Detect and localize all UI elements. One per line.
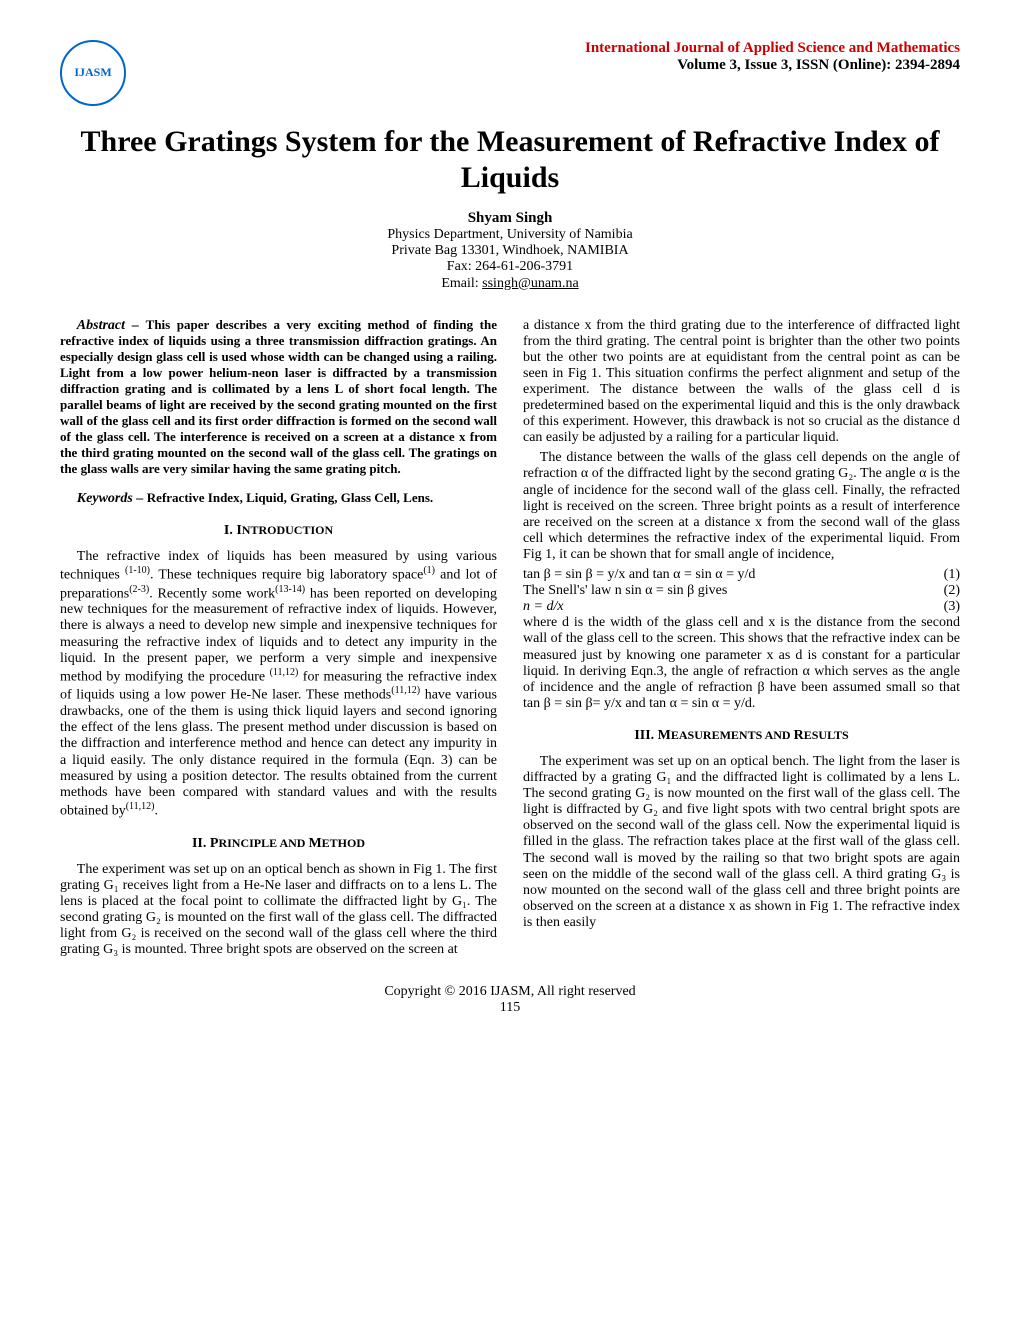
email-label: Email: <box>441 276 482 291</box>
eq3-body: n = d/x <box>523 599 564 615</box>
equation-3: n = d/x (3) <box>523 599 960 615</box>
keywords-text: Refractive Index, Liquid, Grating, Glass… <box>147 490 433 505</box>
keywords-label: Keywords – <box>77 491 147 506</box>
author-block: Shyam Singh Physics Department, Universi… <box>60 210 960 292</box>
intro-text-g: have various drawbacks, one of the them … <box>60 688 497 818</box>
citation-sup: (11,12) <box>391 685 420 696</box>
results-paragraph: The experiment was set up on an optical … <box>523 754 960 931</box>
page-number: 115 <box>60 1000 960 1016</box>
abstract: Abstract – This paper describes a very e… <box>60 318 497 479</box>
author-name: Shyam Singh <box>60 210 960 227</box>
intro-text-h: . <box>155 803 159 818</box>
col2-p2: The distance between the walls of the gl… <box>523 450 960 563</box>
author-fax: Fax: 264-61-206-3791 <box>60 259 960 275</box>
logo-text: IJASM <box>74 66 111 80</box>
journal-logo: IJASM <box>60 40 126 106</box>
left-column: Abstract – This paper describes a very e… <box>60 318 497 963</box>
principle-paragraph: The experiment was set up on an optical … <box>60 862 497 959</box>
eq2-number: (2) <box>944 583 960 599</box>
col2-p1: a distance x from the third grating due … <box>523 318 960 447</box>
author-affiliation: Physics Department, University of Namibi… <box>60 227 960 243</box>
journal-volume: Volume 3, Issue 3, ISSN (Online): 2394-2… <box>146 57 960 74</box>
eq3-number: (3) <box>944 599 960 615</box>
page-header: IJASM International Journal of Applied S… <box>60 40 960 106</box>
author-address: Private Bag 13301, Windhoek, NAMIBIA <box>60 243 960 259</box>
paper-title: Three Gratings System for the Measuremen… <box>60 124 960 196</box>
section-head-results: III. MEASUREMENTS AND RESULTS <box>523 728 960 744</box>
page-footer: Copyright © 2016 IJASM, All right reserv… <box>60 984 960 1016</box>
citation-sup: (11,12) <box>270 667 299 678</box>
keywords: Keywords – Refractive Index, Liquid, Gra… <box>60 491 497 507</box>
body-columns: Abstract – This paper describes a very e… <box>60 318 960 963</box>
intro-text-b: . These techniques require big laborator… <box>150 568 423 583</box>
right-column: a distance x from the third grating due … <box>523 318 960 963</box>
citation-sup: (11,12) <box>126 801 155 812</box>
citation-sup: (1-10) <box>125 565 150 576</box>
citation-sup: (2-3) <box>129 584 149 595</box>
journal-info: International Journal of Applied Science… <box>146 40 960 75</box>
author-email: ssingh@unam.na <box>482 276 579 291</box>
intro-paragraph: The refractive index of liquids has been… <box>60 549 497 820</box>
citation-sup: (1) <box>423 565 435 576</box>
copyright-line: Copyright © 2016 IJASM, All right reserv… <box>60 984 960 1000</box>
eq2-body: The Snell's' law n sin α = sin β gives <box>523 583 727 599</box>
section-head-introduction: I. INTRODUCTION <box>60 523 497 539</box>
citation-sup: (13-14) <box>275 584 305 595</box>
abstract-label: Abstract – <box>77 318 146 333</box>
abstract-text: This paper describes a very exciting met… <box>60 317 497 477</box>
eq1-body: tan β = sin β = y/x and tan α = sin α = … <box>523 567 755 583</box>
intro-text-d: . Recently some work <box>149 586 275 601</box>
section-head-principle: II. PRINCIPLE AND METHOD <box>60 836 497 852</box>
author-email-line: Email: ssingh@unam.na <box>60 276 960 292</box>
col2-p3: where d is the width of the glass cell a… <box>523 615 960 712</box>
equation-2: The Snell's' law n sin α = sin β gives (… <box>523 583 960 599</box>
eq1-number: (1) <box>944 567 960 583</box>
journal-name: International Journal of Applied Science… <box>146 40 960 57</box>
equation-1: tan β = sin β = y/x and tan α = sin α = … <box>523 567 960 583</box>
